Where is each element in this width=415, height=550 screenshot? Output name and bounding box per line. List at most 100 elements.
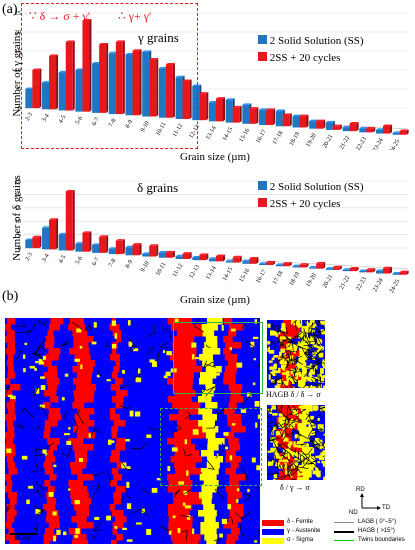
x-tick-label: 8-9 xyxy=(124,259,134,270)
inset-delta-gamma-map xyxy=(267,405,325,480)
bar-cycles-3-4 xyxy=(49,54,59,110)
legend-swatch-blue xyxy=(258,35,267,44)
legend-hagb-line xyxy=(334,531,354,533)
x-tick-label: 18-19 xyxy=(288,271,301,287)
x-tick-label: 20-21 xyxy=(321,273,334,289)
legend-delta-label: δ - Ferrite xyxy=(287,519,314,525)
bar-cycles-4-5 xyxy=(65,189,75,251)
axis-td-label: TD xyxy=(382,505,390,511)
legend-swatch-red xyxy=(258,198,267,207)
bar-cycles-22-23 xyxy=(366,127,376,133)
x-tick-label: 15-16 xyxy=(238,127,251,143)
y-tick-label: 5 xyxy=(18,232,21,239)
x-tick-label: 11-12 xyxy=(171,262,184,278)
bar-cycles-23-24 xyxy=(382,124,392,134)
bar-cycles-13-14 xyxy=(216,97,226,122)
legend-sigma-swatch xyxy=(262,538,284,544)
inset-hagb-caption: HAGB δ / δ → σ xyxy=(266,390,321,399)
x-tick-label: 13-14 xyxy=(204,265,217,281)
x-tick-label: 22-23 xyxy=(355,136,368,150)
bar-cycles-20-21 xyxy=(332,124,342,130)
delta-chart-title: δ grains xyxy=(137,180,179,195)
x-tick-label: 12-13 xyxy=(188,264,201,280)
bar-cycles-18-19 xyxy=(299,114,309,128)
y-tick-label: 15 xyxy=(15,48,22,55)
bar-cycles-16-17 xyxy=(266,108,276,126)
bar-cycles-17-18 xyxy=(282,113,292,127)
x-tick-label: 23-24 xyxy=(371,277,384,293)
y-tick-label: 25 xyxy=(15,10,22,17)
ebsd-phase-map xyxy=(5,318,260,544)
bar-cycles-17-18 xyxy=(282,262,292,267)
legend-swatch-blue xyxy=(258,181,267,190)
x-tick-label: 10-11 xyxy=(154,261,167,277)
legend-series1-label: 2 Solid Solution (SS) xyxy=(269,181,364,193)
scale-bar xyxy=(10,533,38,535)
y-tick-label: 25 xyxy=(15,178,22,185)
delta-xlabel: Grain size (µm) xyxy=(180,294,250,306)
bar-cycles-14-15 xyxy=(232,255,242,263)
bar-cycles-3-4 xyxy=(49,218,59,250)
x-tick-label: 5-6 xyxy=(74,255,84,266)
delta-grains-chart: 0 5 10 15 20 25 2-3 3-4 4-5 5-6 6-7 7-8 8-9 9-10 10-11… xyxy=(15,178,409,294)
bar-cycles-23-24 xyxy=(382,266,392,274)
bar-cycles-2-3 xyxy=(32,235,42,248)
orientation-axes-icon xyxy=(360,493,381,510)
bar-cycles-12-13 xyxy=(199,253,209,261)
y-tick-label: 5 xyxy=(18,86,21,93)
map-legend: δ - Ferrite γ - Austenite σ - Sigma LAGB… xyxy=(262,519,412,548)
bar-cycles-6-7 xyxy=(99,235,109,253)
gamma-xlabel: Grain size (µm) xyxy=(180,151,250,163)
x-tick-label: 3-4 xyxy=(41,113,51,124)
bar-cycles-7-8 xyxy=(115,40,125,115)
bar-cycles-13-14 xyxy=(216,254,226,262)
legend-delta-swatch xyxy=(262,520,284,526)
x-tick-label: 20-21 xyxy=(321,133,334,149)
bar-cycles-20-21 xyxy=(332,265,342,270)
legend-gamma-swatch xyxy=(262,529,284,535)
gamma-ylabel: Number of γ grains xyxy=(11,31,23,117)
x-tick-label: 6-7 xyxy=(91,256,101,267)
bar-cycles-9-10 xyxy=(149,244,159,257)
legend-swatch-red xyxy=(258,52,267,61)
legend-series2-label: 2SS + 20 cycles xyxy=(269,198,341,210)
y-tick-label: 0 xyxy=(18,245,21,252)
bar-cycles-9-10 xyxy=(149,58,159,117)
bar-cycles-2-3 xyxy=(32,68,42,108)
bar-cycles-11-12 xyxy=(182,79,192,119)
bar-cycles-18-19 xyxy=(299,263,309,268)
bar-cycles-4-5 xyxy=(65,40,75,111)
legend-lagb-label: LAGB ( 0°–5°) xyxy=(358,519,397,525)
x-tick-label: 3-4 xyxy=(41,253,51,264)
x-tick-label: 9-10 xyxy=(139,120,151,133)
zoom-box-1 xyxy=(173,322,263,394)
bar-cycles-12-13 xyxy=(199,92,209,121)
bar-cycles-15-16 xyxy=(249,256,259,264)
legend-twins-label: Twins boundaries xyxy=(358,537,405,543)
x-tick-label: 9-10 xyxy=(139,260,151,273)
gamma-chart-title: γ grains xyxy=(138,30,179,45)
panel-b-label: (b) xyxy=(2,289,19,304)
bar-cycles-19-20 xyxy=(316,261,326,269)
bar-cycles-19-20 xyxy=(316,119,326,129)
x-tick-label: 19-20 xyxy=(305,272,318,288)
delta-ylabel: Number of δ grains xyxy=(11,175,23,261)
bar-cycles-10-11 xyxy=(165,63,175,118)
x-tick-label: 2-3 xyxy=(24,252,34,263)
formula-left: ∵ δ → σ + γ' xyxy=(29,9,90,23)
inset-hagb-map xyxy=(267,320,325,388)
legend-hagb-label: HAGB ( >15°) xyxy=(358,528,395,534)
legend-series1-label: 2 Solid Solution (SS) xyxy=(269,35,364,47)
bar-cycles-24-25 xyxy=(399,129,409,135)
x-tick-label: 14-15 xyxy=(221,266,234,282)
x-tick-label: 4-5 xyxy=(57,254,67,265)
x-tick-label: 18-19 xyxy=(288,131,301,147)
y-tick-label: 15 xyxy=(15,205,22,212)
x-tick-label: 21-22 xyxy=(338,135,351,150)
formula-right: ∴ γ+ γ' xyxy=(118,9,152,23)
y-tick-label: 20 xyxy=(15,191,22,198)
axis-nd-label: ND xyxy=(349,510,358,516)
x-tick-label: 23-24 xyxy=(371,137,384,150)
axis-rd-label: RD xyxy=(356,487,365,493)
